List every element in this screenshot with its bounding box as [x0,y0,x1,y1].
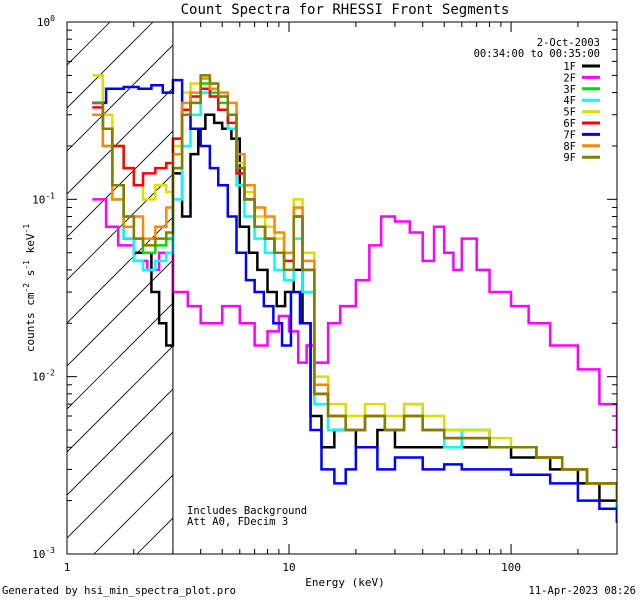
series-line-2F [92,198,617,448]
hatch-line [67,22,68,23]
legend-label-5F: 5F [563,107,576,119]
y-axis-label-unit-kev: keV [24,233,37,260]
legend-time-range: 00:34:00 to 00:35:00 [474,48,600,60]
x-tick-label: 100 [501,561,521,574]
hatch-line [67,345,173,453]
x-axis-label: Energy (keV) [305,576,384,589]
legend-label-1F: 1F [563,61,576,73]
hatch-line [67,388,173,496]
legend-label-7F: 7F [563,129,576,141]
x-tick-label: 1 [64,561,71,574]
y-axis-label-base: counts cm [24,292,37,352]
legend-label-4F: 4F [563,95,576,107]
series-line-1F [92,101,617,523]
legend-label-6F: 6F [563,118,576,130]
hatch-line [67,87,173,195]
footer-generated-by: Generated by hsi_min_spectra_plot.pro [2,585,236,597]
y-axis-label: counts cm-2 s-1 keV-1 [22,224,37,352]
x-tick-label: 10 [282,561,295,574]
legend-label-3F: 3F [563,84,576,96]
y-tick-label: 10-1 [32,191,55,206]
annotation-attenuator: Att A0, FDecim 3 [187,516,288,528]
hatch-line [67,44,173,152]
y-axis-label-unit-s: s [24,270,37,283]
series-group [92,74,617,523]
hatch-line [67,173,173,281]
legend-label-2F: 2F [563,72,576,84]
legend-label-9F: 9F [563,152,576,164]
y-tick-label: 10-2 [32,369,55,384]
series-line-4F [92,91,617,509]
legend-date: 2-Oct-2003 [537,37,600,49]
series-line-9F [92,74,617,501]
hatch-line [67,130,173,238]
chart-title: Count Spectra for RHESSI Front Segments [181,2,510,18]
legend-label-8F: 8F [563,141,576,153]
y-tick-label: 10-3 [32,546,55,561]
y-axis-label-exp-2: -1 [22,260,31,270]
series-line-5F [92,74,617,501]
hatch-line [67,431,173,539]
hatch-line [67,259,173,367]
plot-frame [66,21,618,555]
y-axis-label-exp-3: -1 [22,224,31,234]
y-axis-label-exp-1: -2 [22,283,31,293]
background-hatch-region [67,22,173,554]
y-tick-label: 100 [37,14,55,29]
annotation-background: Includes Background [187,505,307,517]
axis-ticks: 1 10 100 100 10-1 10-2 10-3 [32,14,618,574]
hatch-line [67,216,173,324]
footer-timestamp: 11-Apr-2023 08:26 [528,585,636,597]
